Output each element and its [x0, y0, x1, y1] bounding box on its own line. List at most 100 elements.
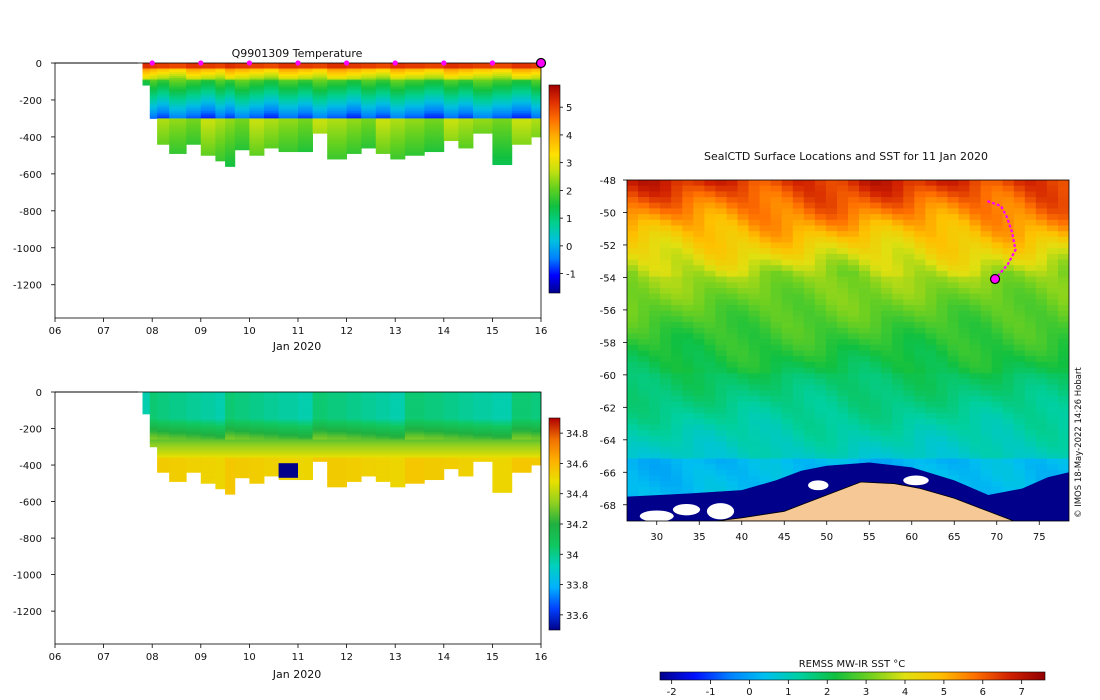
profile-cell	[200, 74, 216, 77]
profile-cell	[492, 103, 513, 106]
sst-cell	[958, 265, 971, 272]
profile-cell	[278, 463, 299, 466]
sst-cell	[870, 367, 882, 374]
profile-cell	[225, 413, 236, 417]
sst-cell	[759, 225, 772, 232]
sst-cell	[837, 361, 849, 369]
profile-cell	[492, 477, 513, 481]
profile-cell	[327, 100, 347, 103]
profile-cell	[327, 408, 347, 411]
sst-cell	[936, 435, 949, 443]
sst-cell	[693, 231, 705, 238]
sst-cell	[969, 299, 982, 306]
profile-cell	[278, 120, 299, 123]
sst-cell	[969, 367, 982, 374]
colorbar-tick-label: 34.6	[566, 459, 588, 470]
profile-cell	[492, 149, 513, 153]
profile-cell	[492, 443, 513, 446]
profile-cell	[298, 406, 313, 409]
profile-cell	[312, 455, 328, 459]
sst-cell	[969, 197, 982, 204]
profile-cell	[404, 101, 425, 105]
profile-cell	[390, 401, 406, 404]
profile-cell	[424, 432, 445, 435]
sst-cell	[980, 305, 993, 312]
profile-cell	[249, 463, 265, 466]
sst-cell	[969, 339, 982, 346]
profile-cell	[278, 79, 299, 82]
profile-cell	[157, 415, 170, 418]
sst-cell	[770, 413, 783, 420]
sst-cell	[759, 180, 772, 187]
profile-cell	[298, 83, 313, 86]
profile-cell	[443, 413, 459, 417]
profile-cell	[531, 404, 541, 408]
sst-cell	[682, 293, 694, 300]
sst-cell	[638, 270, 650, 278]
sst-cell	[704, 231, 717, 238]
sst-cell	[726, 202, 739, 209]
profile-cell	[404, 135, 425, 138]
profile-cell	[390, 146, 406, 149]
sst-cell	[914, 310, 926, 317]
sst-cell	[892, 350, 904, 357]
sst-cell	[649, 276, 661, 283]
sst-cell	[1035, 361, 1048, 369]
sst-cell	[660, 253, 672, 261]
sst-cell	[1046, 310, 1059, 317]
sst-cell	[1058, 441, 1069, 448]
sst-cell	[925, 469, 938, 477]
sst-cell	[704, 407, 717, 414]
sst-cell	[892, 265, 904, 272]
sst-cell	[627, 316, 639, 323]
profile-cell	[200, 138, 216, 142]
profile-cell	[249, 88, 265, 92]
sst-cell	[704, 344, 717, 352]
profile-cell	[443, 79, 459, 82]
sst-cell	[814, 424, 827, 431]
profile-cell	[149, 410, 158, 413]
profile-cell	[346, 79, 362, 82]
profile-cell	[234, 432, 250, 435]
sst-cell	[914, 367, 926, 374]
profile-cell	[186, 470, 202, 473]
sst-cell	[991, 270, 1004, 278]
profile-cell	[443, 415, 459, 418]
profile-cell	[157, 112, 170, 116]
profile-cell	[312, 448, 328, 451]
profile-cell	[215, 114, 226, 117]
profile-cell	[511, 135, 532, 138]
profile-cell	[249, 94, 265, 97]
profile-cell	[264, 397, 279, 400]
profile-cell	[298, 401, 313, 404]
profile-cell	[346, 72, 362, 75]
profile-cell	[298, 149, 313, 153]
profile-cell	[234, 399, 250, 402]
profile-cell	[327, 461, 347, 464]
profile-cell	[361, 455, 377, 459]
sst-cell	[759, 327, 772, 335]
profile-cell	[312, 103, 328, 106]
profile-cell	[473, 63, 493, 66]
sst-cell	[803, 418, 816, 425]
profile-cell	[215, 454, 226, 457]
sst-cell	[649, 441, 661, 448]
profile-cell	[157, 85, 170, 88]
profile-cell	[169, 466, 187, 470]
profile-cell	[375, 450, 391, 453]
profile-cell	[531, 437, 541, 440]
sst-cell	[848, 253, 860, 261]
profile-cell	[200, 474, 216, 477]
profile-cell	[531, 83, 541, 86]
profile-cell	[511, 466, 532, 470]
profile-cell	[361, 419, 377, 422]
sst-cell	[958, 469, 971, 477]
sst-cell	[737, 452, 750, 460]
sst-cell	[870, 236, 882, 244]
sst-cell	[958, 208, 971, 215]
profile-cell	[312, 114, 328, 117]
profile-cell	[215, 468, 226, 471]
sst-cell	[903, 407, 915, 414]
profile-cell	[225, 412, 236, 415]
profile-cell	[443, 90, 459, 93]
